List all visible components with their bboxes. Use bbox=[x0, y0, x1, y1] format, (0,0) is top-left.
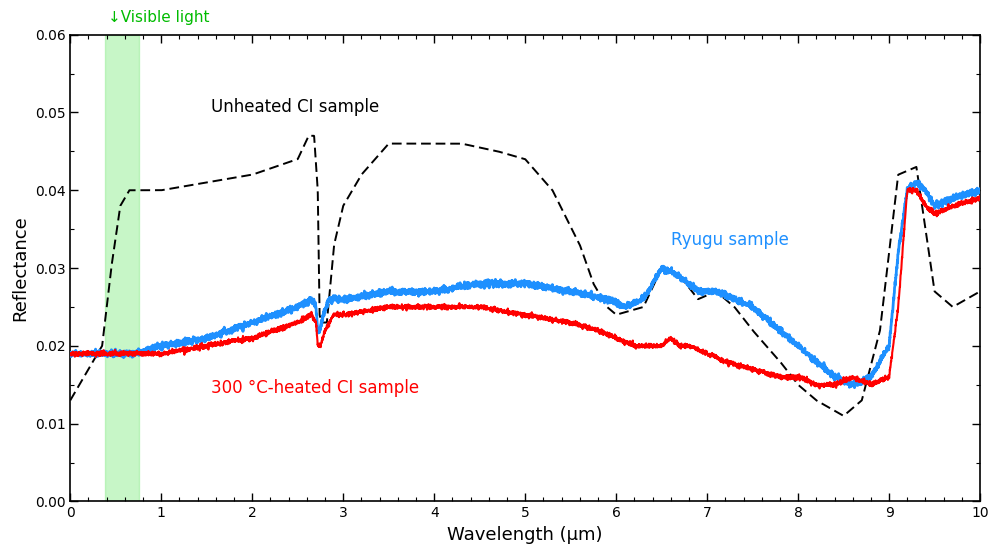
Y-axis label: Reflectance: Reflectance bbox=[11, 215, 29, 321]
Text: ↓Visible light: ↓Visible light bbox=[108, 11, 210, 26]
Text: Ryugu sample: Ryugu sample bbox=[671, 231, 789, 249]
Text: Unheated CI sample: Unheated CI sample bbox=[211, 98, 380, 117]
Bar bbox=[105, 34, 139, 502]
X-axis label: Wavelength (μm): Wavelength (μm) bbox=[447, 526, 603, 544]
Text: 300 °C-heated CI sample: 300 °C-heated CI sample bbox=[211, 379, 419, 397]
